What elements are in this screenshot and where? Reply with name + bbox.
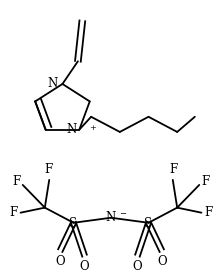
Text: N: N (48, 78, 58, 90)
Text: N: N (67, 123, 77, 136)
Text: S: S (145, 217, 153, 230)
Text: F: F (201, 175, 210, 188)
Text: N: N (106, 211, 116, 224)
Text: F: F (44, 163, 52, 176)
Text: F: F (12, 175, 21, 188)
Text: O: O (133, 260, 142, 273)
Text: −: − (119, 210, 126, 218)
Text: O: O (157, 255, 166, 268)
Text: F: F (9, 206, 17, 219)
Text: F: F (205, 206, 213, 219)
Text: S: S (69, 217, 77, 230)
Text: F: F (170, 163, 178, 176)
Text: O: O (80, 260, 89, 273)
Text: O: O (56, 255, 65, 268)
Text: +: + (89, 124, 96, 132)
